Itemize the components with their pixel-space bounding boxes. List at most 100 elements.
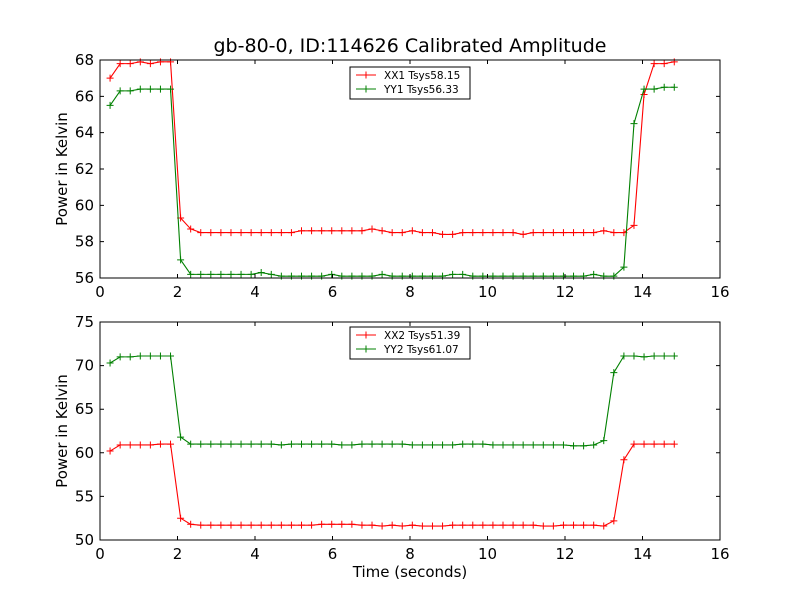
data-point	[539, 229, 547, 237]
x-tick-label: 10	[478, 545, 497, 563]
data-point	[469, 440, 477, 448]
data-point	[439, 441, 447, 449]
data-point	[237, 521, 245, 529]
data-point	[590, 229, 598, 237]
data-point	[529, 521, 537, 529]
data-point	[146, 441, 154, 449]
legend-label: XX1 Tsys58.15	[384, 70, 460, 82]
data-point	[449, 230, 457, 238]
data-point	[106, 74, 114, 82]
data-point	[156, 85, 164, 93]
x-tick-label: 12	[555, 283, 574, 301]
x-tick-label: 8	[405, 545, 415, 563]
data-point	[549, 272, 557, 280]
data-point	[539, 272, 547, 280]
data-point	[298, 272, 305, 280]
data-point	[277, 229, 285, 237]
x-tick-label: 14	[633, 545, 652, 563]
data-point	[660, 60, 668, 68]
data-point	[549, 522, 557, 530]
data-point	[570, 229, 578, 237]
data-point	[277, 521, 285, 529]
data-point	[177, 256, 185, 264]
y-tick-label: 66	[75, 87, 94, 105]
data-point	[489, 272, 497, 280]
data-point	[570, 442, 578, 450]
data-point	[318, 272, 326, 280]
data-point	[388, 440, 396, 448]
data-point	[348, 441, 356, 449]
data-point	[328, 227, 336, 235]
data-point	[318, 227, 326, 235]
data-point	[509, 272, 517, 280]
data-point	[116, 60, 124, 68]
data-point	[167, 440, 175, 448]
data-point	[197, 270, 205, 278]
data-point	[559, 272, 567, 280]
legend-label: YY1 Tsys56.33	[383, 84, 459, 96]
x-tick-label: 16	[710, 283, 729, 301]
data-point	[318, 520, 326, 528]
data-point	[338, 441, 346, 449]
data-point	[187, 440, 195, 448]
data-point	[610, 517, 618, 525]
data-point	[247, 440, 255, 448]
data-point	[237, 229, 245, 237]
data-point	[428, 229, 436, 237]
legend-label: XX2 Tsys51.39	[384, 330, 460, 342]
data-point	[580, 442, 588, 450]
y-tick-label: 58	[75, 233, 94, 251]
data-point	[670, 352, 678, 360]
data-point	[610, 272, 618, 280]
data-point	[267, 440, 275, 448]
data-point	[559, 441, 567, 449]
data-point	[630, 120, 638, 128]
data-point	[207, 440, 215, 448]
data-point	[650, 60, 658, 68]
data-point	[287, 440, 295, 448]
data-point	[287, 229, 295, 237]
data-point	[479, 440, 487, 448]
x-tick-label: 0	[95, 545, 105, 563]
data-point	[459, 521, 467, 529]
data-point	[590, 441, 598, 449]
data-point	[580, 272, 588, 280]
data-point	[247, 521, 255, 529]
data-point	[136, 85, 144, 93]
data-point	[459, 440, 467, 448]
data-point	[247, 229, 255, 237]
legend: XX2 Tsys51.39 YY2 Tsys61.07	[349, 326, 471, 360]
data-point	[177, 433, 185, 441]
data-point	[267, 270, 275, 278]
data-point	[368, 521, 376, 529]
data-point	[660, 440, 668, 448]
data-point	[600, 227, 608, 235]
data-point	[318, 440, 326, 448]
y-axis-label: Power in Kelvin	[53, 374, 71, 488]
data-point	[257, 269, 265, 277]
data-point	[237, 440, 245, 448]
data-point	[126, 353, 134, 361]
x-tick-label: 4	[250, 283, 260, 301]
data-point	[348, 520, 356, 528]
data-point	[590, 270, 598, 278]
data-point	[277, 272, 285, 280]
bottom-panel: 0 2 4 6 8 10 12 14 16 50 55 60 65 70 75 Power in Kelvin…	[53, 313, 730, 581]
x-tick-label: 16	[710, 545, 729, 563]
data-point	[257, 521, 265, 529]
data-point	[489, 229, 497, 237]
data-point	[308, 272, 316, 280]
data-point	[650, 352, 658, 360]
legend-marker	[362, 331, 370, 339]
data-point	[509, 521, 517, 529]
data-point	[549, 441, 557, 449]
data-point	[670, 83, 678, 91]
data-point	[489, 441, 497, 449]
x-tick-label: 6	[328, 545, 338, 563]
data-point	[358, 440, 366, 448]
y-tick-label: 65	[75, 400, 94, 418]
data-point	[378, 270, 386, 278]
data-point	[519, 230, 527, 238]
data-point	[418, 229, 426, 237]
